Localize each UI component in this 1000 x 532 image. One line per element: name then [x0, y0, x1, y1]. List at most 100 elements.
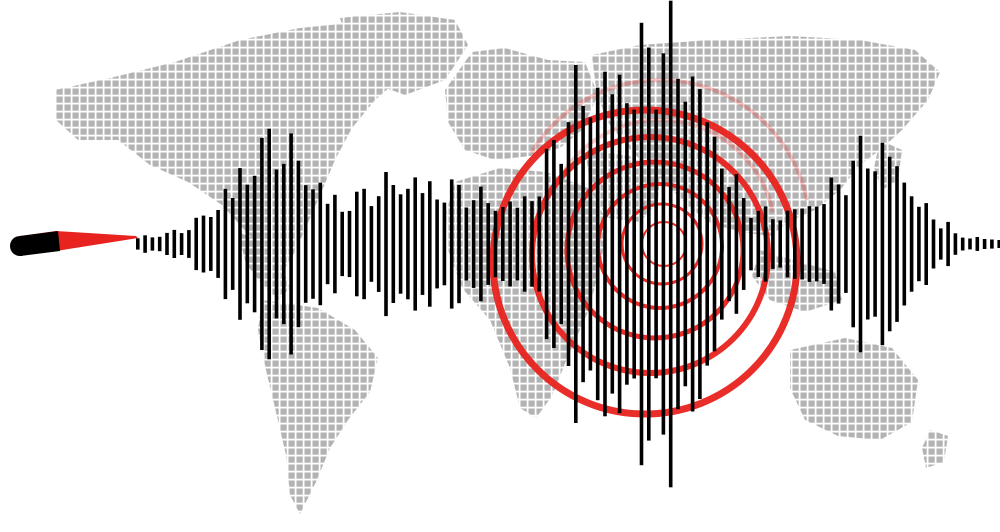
- wave-bar: [982, 239, 987, 249]
- wave-bar: [844, 195, 848, 293]
- wave-bar: [858, 135, 863, 353]
- wave-bar: [690, 76, 695, 412]
- wave-bar: [800, 208, 804, 280]
- wave-bar: [172, 229, 177, 258]
- wave-bar: [552, 140, 556, 348]
- wave-bar: [376, 196, 381, 292]
- wave-bar: [486, 203, 490, 285]
- wave-bar: [960, 237, 965, 251]
- wave-bar: [566, 122, 571, 366]
- wave-bar: [968, 238, 972, 250]
- wave-bar: [537, 196, 542, 292]
- wave-bar: [530, 201, 534, 287]
- wave-bar: [303, 185, 308, 303]
- wave-bar: [136, 238, 140, 250]
- wave-bar: [157, 236, 162, 252]
- wave-bar: [515, 207, 520, 281]
- wave-bar: [785, 210, 790, 278]
- wave-bar: [384, 172, 388, 317]
- wave-bar: [887, 156, 892, 332]
- wave-bar: [209, 217, 213, 271]
- wave-bar: [902, 182, 907, 306]
- wave-bar: [296, 160, 301, 328]
- wave-bar: [369, 206, 374, 282]
- wave-bar: [187, 230, 191, 258]
- wave-bar: [194, 217, 198, 271]
- wave-bar: [179, 233, 184, 255]
- wave-bar: [712, 136, 717, 352]
- wave-bar: [763, 206, 768, 282]
- wave-bar: [428, 181, 432, 307]
- wave-bar: [165, 232, 169, 255]
- wave-bar: [508, 201, 512, 287]
- wave-bar: [406, 188, 410, 300]
- wave-bar: [997, 240, 1000, 248]
- wave-bar: [457, 184, 461, 304]
- wave-bar: [625, 103, 629, 385]
- wave-bar: [522, 196, 527, 292]
- wave-bar: [574, 65, 578, 423]
- wave-bar: [895, 166, 899, 322]
- wave-bar: [493, 210, 498, 278]
- needle-grip: [20, 231, 60, 256]
- wave-bar: [581, 105, 585, 383]
- wave-bar: [610, 94, 615, 394]
- wave-bar: [917, 206, 921, 282]
- wave-bar: [756, 210, 761, 277]
- wave-bar: [143, 235, 147, 253]
- wave-bar: [727, 186, 731, 302]
- wave-bar: [274, 169, 279, 319]
- wave-bar: [617, 74, 622, 414]
- wave-bar: [289, 133, 293, 355]
- wave-bar: [318, 182, 323, 306]
- wave-bar: [720, 168, 724, 320]
- wave-bar: [333, 194, 337, 294]
- wave-bar: [822, 204, 826, 284]
- wave-bar: [639, 22, 644, 466]
- needle-cap: [10, 236, 30, 256]
- wave-bar: [420, 193, 425, 295]
- wave-bar: [705, 122, 709, 366]
- wave-bar: [347, 210, 352, 278]
- wave-bar: [230, 198, 235, 290]
- wave-bar: [647, 47, 651, 441]
- wave-bar: [267, 128, 271, 360]
- wave-bar: [851, 160, 855, 328]
- wave-bar: [734, 174, 739, 314]
- seismograph-needle: [10, 231, 138, 256]
- wave-bar: [588, 117, 593, 371]
- wave-bar: [778, 220, 782, 268]
- wave-bar: [501, 207, 505, 281]
- wave-bar: [807, 206, 812, 282]
- wave-bar: [282, 163, 286, 325]
- wave-bar: [683, 101, 688, 387]
- wave-bar: [413, 177, 417, 311]
- wave-bar: [595, 87, 600, 401]
- wave-bar: [836, 184, 841, 304]
- wave-bar: [201, 215, 206, 273]
- wave-bar: [909, 196, 914, 292]
- wave-bar: [260, 137, 264, 350]
- wave-bar: [398, 194, 403, 294]
- wave-bar: [340, 211, 344, 277]
- wave-bar: [544, 148, 549, 340]
- wave-bar: [924, 203, 928, 285]
- wave-bar: [698, 89, 702, 399]
- wave-bar: [223, 188, 228, 300]
- wave-bar: [252, 175, 257, 313]
- wave-bar: [150, 237, 155, 251]
- wave-bar: [216, 210, 220, 278]
- wave-bar: [654, 109, 658, 379]
- wave-bar: [449, 179, 454, 309]
- wave-bar: [435, 199, 439, 289]
- wave-bar: [931, 219, 936, 269]
- wave-bar: [479, 186, 483, 302]
- wave-bar: [953, 233, 958, 255]
- wave-bar: [559, 163, 563, 325]
- wave-bar: [814, 206, 819, 282]
- wave-bar: [975, 237, 980, 251]
